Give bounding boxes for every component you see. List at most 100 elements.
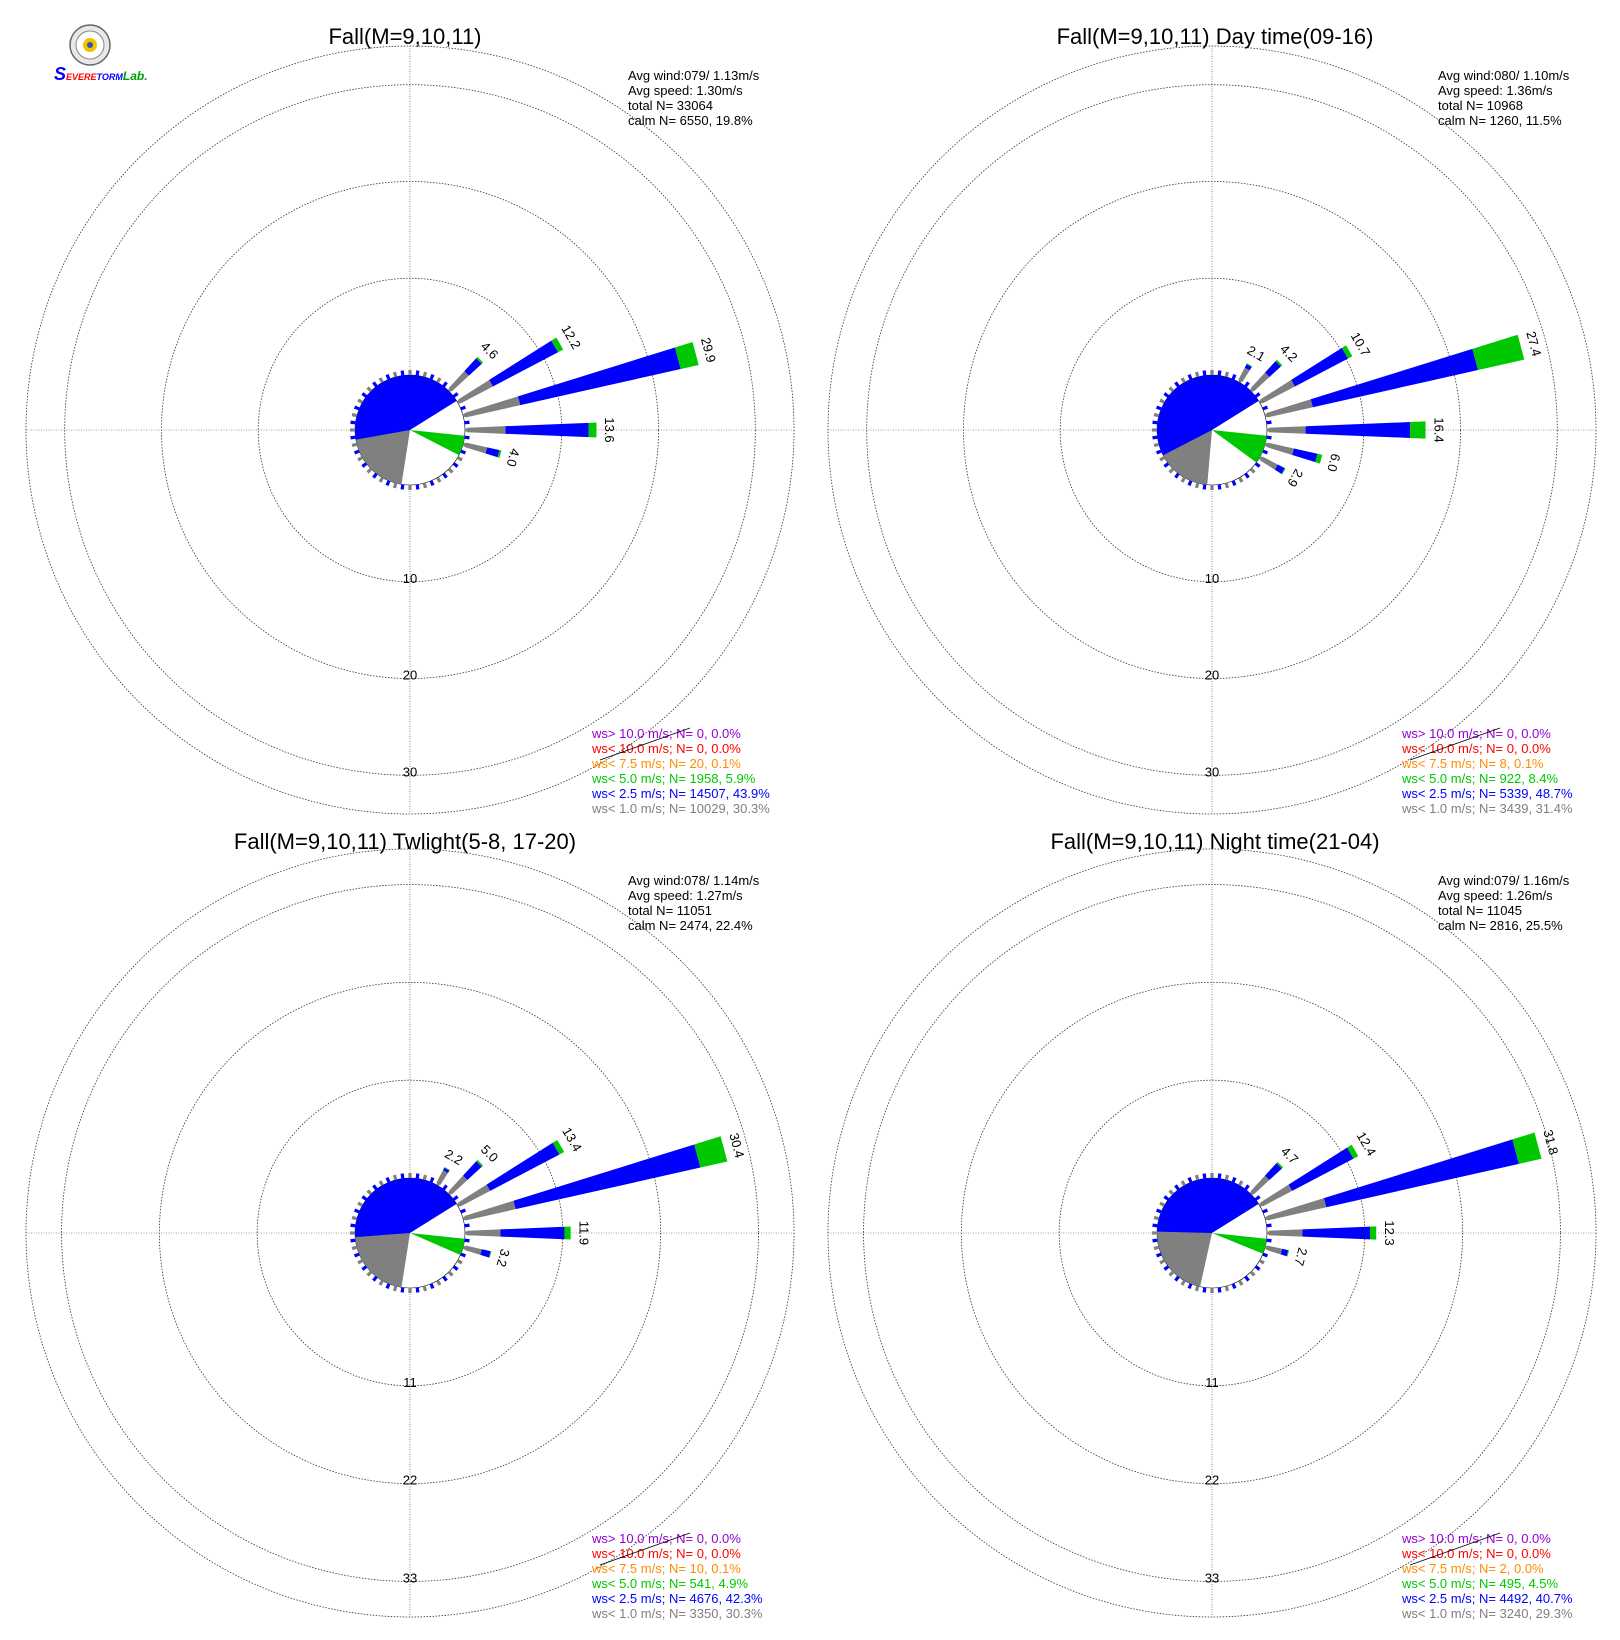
minor-petal [1159, 398, 1166, 404]
petal-segment-green [675, 341, 699, 369]
minor-petal [1155, 1252, 1162, 1258]
minor-petal [378, 1279, 384, 1286]
legend-entry: ws< 2.5 m/s; N= 4492, 40.7% [1401, 1591, 1573, 1606]
minor-petal [1159, 1259, 1166, 1265]
minor-petal [1153, 442, 1160, 448]
minor-petal [1254, 1265, 1261, 1271]
petal-segment-blue [1291, 347, 1349, 387]
petal-segment-green [1370, 1226, 1377, 1240]
legend-entry: ws> 10.0 m/s; N= 0, 0.0% [591, 1531, 741, 1546]
petal-90: 16.4 [1268, 417, 1446, 443]
minor-petal [1254, 392, 1261, 398]
calm-circle [1152, 1173, 1272, 1293]
legend-entry: ws< 5.0 m/s; N= 1958, 5.9% [591, 771, 756, 786]
petal-value-label: 5.0 [478, 1142, 501, 1165]
minor-petal [447, 1270, 454, 1277]
petal-segment-blue [1274, 464, 1285, 474]
minor-petal [353, 1208, 360, 1214]
stats-line: calm N= 2816, 25.5% [1438, 918, 1563, 933]
minor-petal [1266, 435, 1272, 440]
minor-petal [422, 1285, 428, 1292]
calm-circle [350, 370, 470, 490]
petal-value-label: 2.2 [442, 1146, 465, 1168]
petal-105: 2.7 [1266, 1245, 1311, 1268]
minor-petal [460, 405, 467, 411]
minor-petal [1152, 1223, 1158, 1228]
stats-line: total N= 11051 [628, 903, 712, 918]
minor-petal [1210, 1173, 1214, 1179]
minor-petal [1254, 462, 1261, 468]
minor-petal [350, 420, 356, 425]
petal-75: 27.4 [1266, 330, 1544, 418]
minor-petal [350, 1231, 356, 1235]
minor-petal [385, 1176, 391, 1183]
minor-petal [452, 1265, 459, 1271]
minor-petal [1174, 381, 1180, 388]
petal-segment-gray [1266, 399, 1313, 418]
minor-petal [357, 456, 364, 462]
minor-petal [442, 1184, 448, 1191]
petal-105: 3.2 [464, 1245, 513, 1269]
minor-petal [1168, 386, 1175, 393]
minor-petal [1152, 435, 1158, 440]
minor-petal [378, 377, 384, 384]
stats-line: total N= 33064 [628, 98, 713, 113]
minor-petal [1180, 1279, 1186, 1286]
petal-segment-blue [485, 447, 500, 458]
legend-entry: ws< 10.0 m/s; N= 0, 0.0% [591, 1546, 741, 1561]
stats-line: total N= 10968 [1438, 98, 1523, 113]
petal-value-label: 12.4 [1354, 1129, 1380, 1158]
legend-entry: ws< 1.0 m/s; N= 3350, 30.3% [591, 1606, 763, 1621]
minor-petal [1168, 1189, 1175, 1196]
minor-petal [1210, 370, 1214, 376]
legend-entry: ws< 7.5 m/s; N= 10, 0.1% [591, 1561, 741, 1576]
minor-petal [361, 392, 368, 398]
minor-petal [1217, 484, 1222, 490]
petal-segment-green [1472, 334, 1525, 371]
minor-petal [1224, 1285, 1230, 1292]
stats-line: total N= 11045 [1438, 903, 1522, 918]
stats-line: Avg speed: 1.30m/s [628, 83, 743, 98]
petal-value-label: 2.1 [1245, 342, 1268, 364]
minor-petal [429, 1283, 435, 1290]
petal-90: 12.3 [1268, 1220, 1397, 1246]
petal-value-label: 2.7 [1291, 1246, 1310, 1267]
stats-line: calm N= 2474, 22.4% [628, 918, 753, 933]
petal-value-label: 2.9 [1284, 466, 1306, 489]
petal-segment-green [1281, 468, 1286, 475]
minor-petal [378, 476, 384, 483]
minor-petal [1202, 1173, 1207, 1179]
minor-petal [400, 1173, 405, 1179]
petal-value-label: 13.6 [602, 417, 617, 442]
minor-petal [351, 1245, 358, 1251]
calm-sector-green [1212, 430, 1267, 463]
petal-segment-blue [1280, 1248, 1289, 1257]
petal-segment-gray [1250, 372, 1270, 392]
petal-segment-gray [1266, 1198, 1327, 1221]
calm-circle [350, 1173, 470, 1293]
minor-petal [415, 484, 420, 490]
petal-segment-gray [1260, 379, 1295, 404]
calm-sector-green [1212, 1233, 1267, 1254]
petal-90: 13.6 [466, 417, 617, 443]
petal-segment-green [497, 450, 502, 458]
minor-petal [1187, 373, 1193, 380]
petal-segment-blue [513, 1144, 701, 1210]
minor-petal [460, 1252, 467, 1258]
minor-petal [1202, 370, 1207, 376]
petal-segment-green [552, 1139, 565, 1155]
petal-segment-green [1512, 1132, 1542, 1164]
petal-segment-blue [1288, 1147, 1354, 1191]
petal-value-label: 12.2 [558, 322, 584, 351]
petal-value-label: 4.6 [478, 339, 501, 362]
minor-petal [1217, 370, 1222, 376]
legend-entry: ws< 5.0 m/s; N= 922, 8.4% [1401, 771, 1559, 786]
radial-tick-label: 20 [1205, 668, 1219, 683]
minor-petal [1231, 373, 1237, 380]
minor-petal [1159, 1201, 1166, 1207]
radial-tick-label: 10 [1205, 571, 1219, 586]
calm-sector-blue [355, 1178, 457, 1238]
minor-petal [1244, 1184, 1250, 1191]
minor-petal [1152, 1231, 1158, 1235]
minor-petal [415, 1287, 420, 1293]
